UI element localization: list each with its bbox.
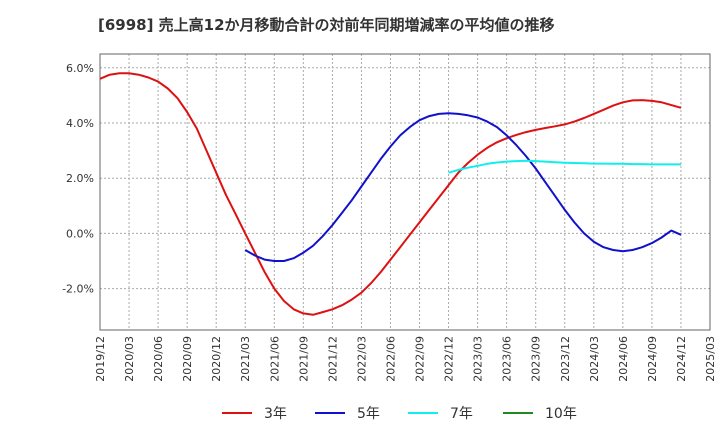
series-lines — [99, 72, 682, 316]
x-tick-label: 2020/03 — [123, 336, 136, 382]
series-line-5年 — [244, 112, 682, 262]
x-tick-label: 2023/12 — [559, 336, 572, 382]
x-tick-label: 2022/12 — [443, 336, 456, 382]
x-tick-label: 2024/06 — [617, 336, 630, 382]
x-tick-label: 2023/03 — [472, 336, 485, 382]
x-tick-label: 2020/09 — [181, 336, 194, 382]
x-tick-label: 2022/03 — [355, 336, 368, 382]
x-tick-label: 2024/09 — [646, 336, 659, 382]
x-tick-label: 2025/03 — [704, 336, 717, 382]
plot-area — [99, 53, 711, 331]
legend: 3年 5年 7年 10年 — [222, 406, 577, 422]
x-tick-label: 2020/12 — [210, 336, 223, 382]
y-tick-label: -2.0% — [62, 283, 94, 296]
legend-label: 3年 — [264, 406, 287, 422]
y-tick-label: 0.0% — [66, 227, 94, 240]
x-tick-label: 2024/03 — [588, 336, 601, 382]
legend-label: 7年 — [450, 406, 473, 422]
x-tick-label: 2020/06 — [152, 336, 165, 382]
x-tick-label: 2021/12 — [326, 336, 339, 382]
x-tick-label: 2021/09 — [297, 336, 310, 382]
legend-label: 5年 — [357, 406, 380, 422]
x-tick-label: 2021/03 — [239, 336, 252, 382]
grid — [99, 54, 711, 330]
series-line-7年 — [448, 159, 681, 174]
y-tick-label: 6.0% — [66, 62, 94, 75]
y-axis: 6.0% 4.0% 2.0% 0.0% -2.0% — [62, 62, 94, 296]
x-tick-label: 2023/06 — [501, 336, 514, 382]
x-tick-label: 2024/12 — [675, 336, 688, 382]
x-tick-label: 2022/09 — [414, 336, 427, 382]
series-line-3年 — [99, 72, 682, 316]
y-tick-label: 2.0% — [66, 172, 94, 185]
x-axis: 2019/12 2020/03 2020/06 2020/09 2020/12 2021/… — [94, 336, 717, 382]
x-tick-label: 2023/09 — [530, 336, 543, 382]
chart-title: [6998] 売上高12か月移動合計の対前年同期増減率の平均値の推移 — [98, 16, 555, 34]
legend-label: 10年 — [545, 406, 577, 422]
x-tick-label: 2019/12 — [94, 336, 107, 382]
y-tick-label: 4.0% — [66, 117, 94, 130]
x-tick-label: 2022/06 — [384, 336, 397, 382]
x-tick-label: 2021/06 — [268, 336, 281, 382]
